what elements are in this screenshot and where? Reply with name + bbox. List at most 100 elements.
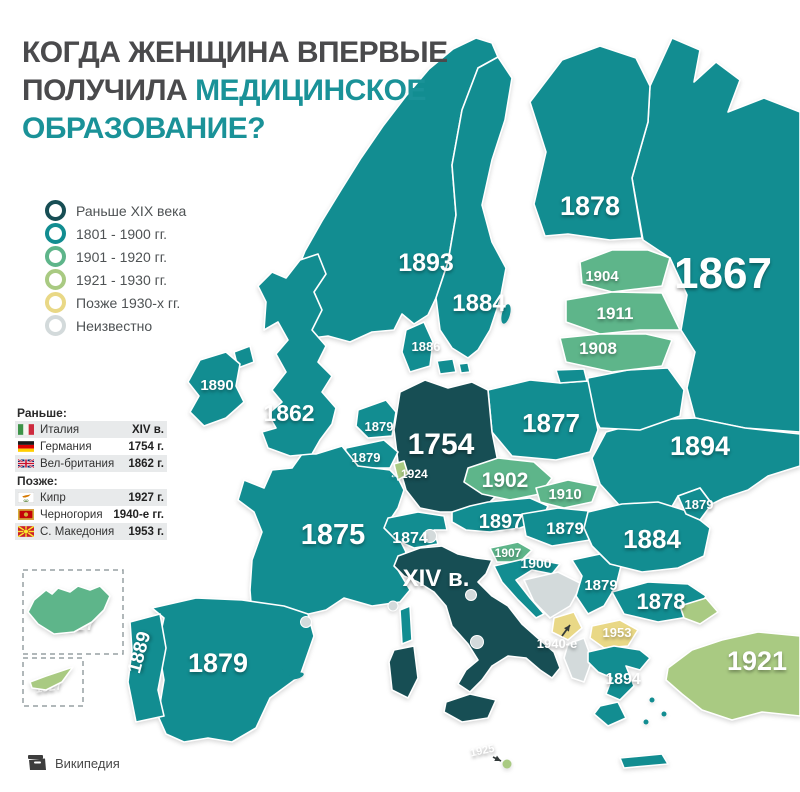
year-label-poland: 1877 bbox=[522, 408, 580, 438]
table-row: Вел-британия 1862 г. bbox=[15, 455, 167, 472]
archive-box-icon bbox=[27, 755, 47, 771]
microstate-monaco-dot bbox=[387, 600, 399, 612]
year-label-denmark: 1886 bbox=[412, 339, 441, 354]
inset-cyprus bbox=[29, 666, 74, 691]
italy-flag-icon bbox=[18, 424, 34, 435]
page-title: КОГДА ЖЕНЩИНА ВПЕРВЫЕ ПОЛУЧИЛА МЕДИЦИНСК… bbox=[22, 34, 448, 148]
country-corsica bbox=[399, 605, 413, 645]
inset-box-iceland bbox=[22, 569, 124, 655]
source-label: Википедия bbox=[55, 755, 120, 771]
legend-label: 1801 - 1900 гг. bbox=[76, 225, 168, 242]
country-portugal bbox=[127, 613, 167, 723]
legend-label: Неизвестно bbox=[76, 317, 153, 334]
legend-swatch-icon bbox=[45, 315, 66, 336]
country-ireland bbox=[187, 351, 245, 427]
country-cyprus bbox=[29, 666, 74, 691]
country-lithuania bbox=[559, 333, 673, 373]
cyprus-flag-icon bbox=[18, 492, 34, 503]
year-label-bulgaria: 1878 bbox=[637, 589, 686, 614]
country-denmark bbox=[401, 321, 471, 375]
year-label-uk: 1862 bbox=[263, 400, 314, 426]
year-label-latvia: 1911 bbox=[597, 304, 634, 323]
country-italy bbox=[388, 545, 561, 723]
country-year-value: 1953 г. bbox=[128, 525, 164, 538]
table-row: Черногория 1940-е гг. bbox=[15, 506, 167, 523]
germany-flag-icon bbox=[18, 441, 34, 452]
legend-label: Позже 1930-х гг. bbox=[76, 294, 181, 311]
montenegro-callout-arrowhead bbox=[564, 625, 570, 632]
legend-item-c1921: 1921 - 1930 гг. bbox=[45, 268, 186, 291]
year-label-lithuania: 1908 bbox=[579, 339, 617, 358]
year-label-macedonia: 1953 bbox=[603, 625, 632, 640]
island-malta bbox=[502, 759, 512, 769]
macedonia-flag-icon bbox=[18, 526, 34, 537]
legend-label: 1921 - 1930 гг. bbox=[76, 271, 168, 288]
year-label-romania: 1884 bbox=[623, 524, 681, 554]
country-iceland bbox=[27, 585, 111, 635]
country-montenegro bbox=[551, 611, 583, 641]
country-luxembourg bbox=[393, 460, 409, 481]
year-label-russia: 1867 bbox=[674, 249, 772, 298]
later-table-header: Позже: bbox=[17, 474, 58, 488]
table-row: С. Македония 1953 г. bbox=[15, 523, 167, 540]
legend-label: 1901 - 1920 гг. bbox=[76, 248, 168, 265]
year-label-turkey: 1921 bbox=[727, 646, 787, 676]
title-line-2: ПОЛУЧИЛА МЕДИЦИНСКОЕ bbox=[22, 74, 426, 107]
country-moldova bbox=[677, 487, 713, 521]
table-rows: Италия XIV в. Германия 1754 г. Вел-британия 1… bbox=[15, 421, 167, 472]
table-rows: Кипр 1927 г. Черногория 1940-е гг. С. Македо… bbox=[15, 489, 167, 540]
country-albania bbox=[563, 637, 593, 683]
map-legend: Раньше XIX века 1801 - 1900 гг. 1901 - 192… bbox=[45, 199, 186, 337]
luxembourg-callout-label: ←1924 bbox=[389, 467, 428, 481]
year-label-estonia: 1904 bbox=[585, 268, 619, 285]
country-finland bbox=[529, 45, 651, 241]
microstate-san-marino-dot bbox=[465, 589, 477, 601]
country-year-value: 1754 г. bbox=[128, 440, 164, 453]
legend-swatch-icon bbox=[45, 292, 66, 313]
country-name: Кипр bbox=[40, 491, 66, 504]
year-label-croatia: 1900 bbox=[520, 555, 551, 571]
country-year-value: 1862 г. bbox=[128, 457, 164, 470]
microstate-liechtenstein-dot bbox=[423, 529, 437, 543]
year-label-belgium: 1879 bbox=[352, 450, 381, 465]
country-name: Германия bbox=[40, 440, 92, 453]
legend-swatch-icon bbox=[45, 246, 66, 267]
island-aegean-3 bbox=[643, 719, 649, 725]
legend-item-c1901: 1901 - 1920 гг. bbox=[45, 245, 186, 268]
year-label-slovenia: 1907 bbox=[495, 546, 522, 560]
year-label-ukraine: 1894 bbox=[670, 431, 730, 461]
legend-swatch-icon bbox=[45, 223, 66, 244]
microstate-vatican-dot bbox=[470, 635, 484, 649]
year-label-italy: XIV в. bbox=[403, 565, 470, 592]
inset-box-cyprus bbox=[22, 657, 84, 707]
island-aegean-2 bbox=[661, 711, 667, 717]
country-spain bbox=[151, 597, 315, 743]
country-estonia bbox=[579, 249, 671, 293]
land-masses bbox=[127, 37, 800, 769]
malta-callout-label: 1925 bbox=[469, 743, 495, 760]
year-labels: 1867 1894 1893 1884 1878 1877 1904 1911 1908 1754… bbox=[34, 191, 787, 762]
montenegro-callout-label: 1940-е bbox=[537, 636, 577, 651]
country-netherlands bbox=[355, 399, 397, 439]
country-macedonia bbox=[589, 619, 639, 649]
country-turkey bbox=[665, 631, 800, 721]
year-label-switzerland: 1874 bbox=[392, 530, 428, 547]
country-name: Черногория bbox=[40, 508, 103, 521]
country-year-value: 1927 г. bbox=[128, 491, 164, 504]
country-ukraine bbox=[591, 417, 800, 515]
country-france bbox=[237, 445, 411, 617]
country-name: Италия bbox=[40, 423, 80, 436]
year-label-netherlands: 1879 bbox=[365, 419, 394, 434]
title-line-3: ОБРАЗОВАНИЕ? bbox=[22, 112, 266, 145]
source-attribution: Википедия bbox=[27, 755, 120, 771]
year-label-slovakia: 1910 bbox=[548, 486, 581, 503]
extremes-tables: Раньше: Италия XIV в. Германия 1754 г. Вел-бр… bbox=[15, 404, 167, 540]
earlier-table-header: Раньше: bbox=[17, 406, 67, 420]
country-turkey_europe bbox=[679, 597, 719, 625]
year-label-czechia: 1902 bbox=[482, 469, 529, 492]
country-name: С. Македония bbox=[40, 525, 115, 538]
table-row: Италия XIV в. bbox=[15, 421, 167, 438]
country-kaliningrad bbox=[555, 368, 588, 384]
country-bosnia bbox=[523, 571, 583, 619]
